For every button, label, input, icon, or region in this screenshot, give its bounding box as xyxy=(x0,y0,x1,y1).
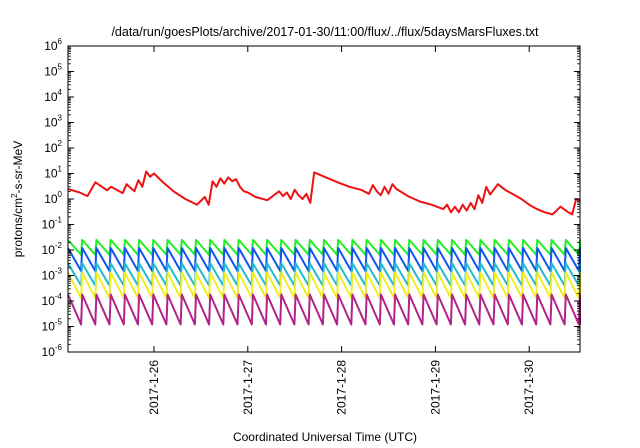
y-tick-label: 106 xyxy=(44,37,62,53)
y-tick-label: 103 xyxy=(44,114,62,130)
x-axis-label: Coordinated Universal Time (UTC) xyxy=(233,430,417,444)
y-tick-label: 101 xyxy=(44,165,62,181)
x-tick-label: 2017-1-28 xyxy=(335,360,349,415)
y-tick-label: 100 xyxy=(44,190,62,206)
x-tick-label: 2017-1-29 xyxy=(428,360,442,415)
series-line-1 xyxy=(67,170,581,216)
y-tick-label: 10-6 xyxy=(42,343,63,359)
series-line-3 xyxy=(67,247,581,272)
series-layer xyxy=(67,170,581,326)
y-tick-label: 102 xyxy=(44,139,62,155)
y-axis-label: protons/cm2-s-sr-MeV xyxy=(10,141,25,257)
y-tick-label: 10-3 xyxy=(42,267,63,283)
x-tick-label: 2017-1-30 xyxy=(522,360,536,415)
x-tick-label: 2017-1-26 xyxy=(147,360,161,415)
series-line-6 xyxy=(67,293,581,326)
y-axis: 10-6 10-5 10-4 10-3 10-2 10-1 100 101 102 103 104 1… xyxy=(42,37,580,359)
y-tick-label: 10-5 xyxy=(42,318,63,334)
x-axis: 2017-1-26 2017-1-27 2017-1-28 2017-1-29 2017… xyxy=(147,46,536,415)
y-tick-label: 104 xyxy=(44,88,62,104)
y-tick-label: 105 xyxy=(44,63,62,79)
y-tick-label: 10-1 xyxy=(42,216,63,232)
series-line-4 xyxy=(67,262,581,287)
y-tick-label: 10-4 xyxy=(42,292,63,308)
series-line-5 xyxy=(67,271,581,300)
y-tick-label: 10-2 xyxy=(42,241,63,257)
chart-title: /data/run/goesPlots/archive/2017-01-30/1… xyxy=(111,25,539,39)
series-line-2 xyxy=(67,238,581,256)
x-tick-label: 2017-1-27 xyxy=(241,360,255,415)
